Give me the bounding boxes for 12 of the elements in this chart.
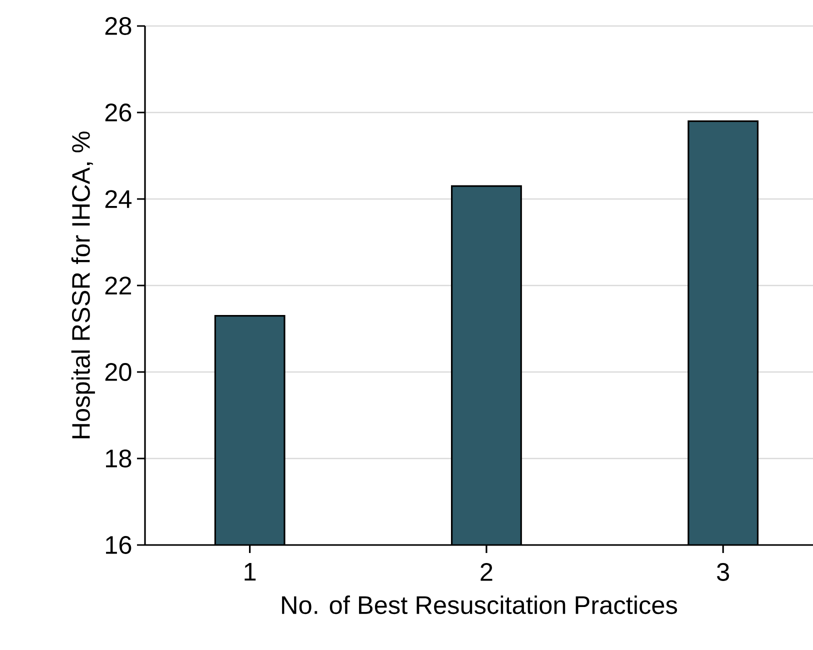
y-axis-title: Hospital RSSR for IHCA, % xyxy=(71,132,95,438)
x-tick-label: 1 xyxy=(244,563,256,580)
y-tick-label: 28 xyxy=(105,17,132,35)
x-axis-title: No. of Best Resuscitation Practices xyxy=(282,595,678,614)
x-tick-label: 2 xyxy=(480,563,492,581)
y-tick-label: 24 xyxy=(105,190,132,208)
y-tick-label: 18 xyxy=(106,450,132,468)
y-tick-label: 26 xyxy=(105,104,132,122)
y-tick-label: 20 xyxy=(105,363,132,381)
y-tick-label: 16 xyxy=(106,536,132,554)
x-tick-label: 3 xyxy=(717,563,730,581)
y-tick-label: 22 xyxy=(105,276,132,294)
